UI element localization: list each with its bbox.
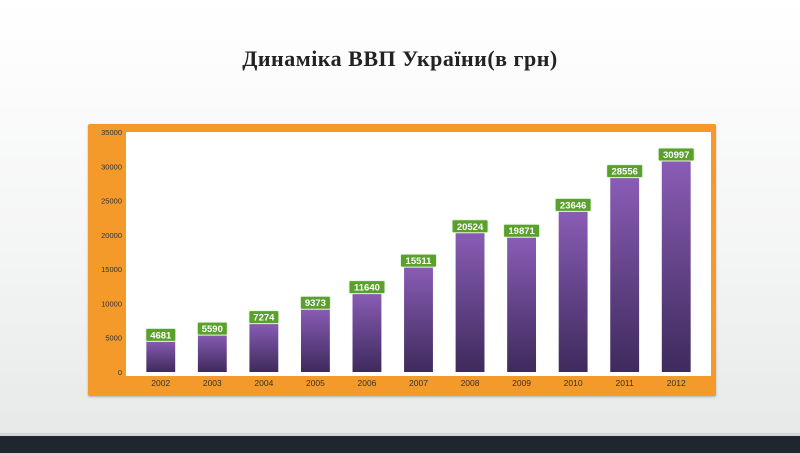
x-tick-label: 2008 bbox=[461, 378, 480, 388]
chart-frame: 0 5000 10000 15000 20000 25000 30000 35000 4681… bbox=[88, 124, 716, 396]
x-tick-label: 2010 bbox=[564, 378, 583, 388]
bar bbox=[146, 339, 176, 372]
bar bbox=[455, 231, 485, 372]
x-tick-label: 2003 bbox=[203, 378, 222, 388]
data-label-badge bbox=[145, 327, 177, 342]
bar bbox=[661, 159, 691, 372]
bar bbox=[197, 333, 227, 372]
data-label-badge bbox=[606, 164, 644, 179]
x-tick-label: 2012 bbox=[667, 378, 686, 388]
bar bbox=[404, 265, 433, 372]
data-label-badge bbox=[299, 295, 331, 310]
bar bbox=[507, 235, 537, 372]
data-label: 23646 bbox=[560, 200, 586, 211]
y-tick-label: 35000 bbox=[101, 128, 122, 137]
bar bbox=[610, 176, 640, 372]
bar bbox=[558, 209, 588, 372]
gdp-bar-chart: 0 5000 10000 15000 20000 25000 30000 35000 4681… bbox=[101, 128, 711, 388]
data-label: 15511 bbox=[406, 256, 433, 267]
bar bbox=[249, 322, 279, 372]
data-label-badge bbox=[503, 223, 541, 238]
y-tick-label: 0 bbox=[118, 368, 122, 377]
data-label: 4681 bbox=[150, 330, 172, 341]
y-tick-label: 5000 bbox=[105, 334, 122, 343]
data-label: 28556 bbox=[611, 167, 637, 178]
x-tick-label: 2006 bbox=[357, 378, 376, 388]
data-label-badge bbox=[348, 280, 386, 295]
data-label: 9373 bbox=[305, 298, 326, 309]
data-label: 5590 bbox=[202, 324, 223, 335]
bar bbox=[352, 292, 382, 372]
data-label-badge bbox=[657, 147, 695, 162]
data-label-badge bbox=[196, 321, 228, 336]
data-label: 7274 bbox=[253, 313, 275, 324]
y-tick-label: 10000 bbox=[101, 299, 122, 308]
data-label-badge bbox=[248, 310, 280, 325]
data-label: 11640 bbox=[354, 283, 380, 294]
data-label: 19871 bbox=[508, 226, 535, 237]
data-label-badge bbox=[554, 197, 592, 212]
data-label-badge bbox=[400, 253, 437, 268]
y-tick-label: 20000 bbox=[101, 231, 122, 240]
y-tick-label: 30000 bbox=[101, 162, 122, 171]
slide-title: Динаміка ВВП України(в грн) bbox=[242, 46, 558, 71]
data-label: 20524 bbox=[457, 222, 484, 233]
y-tick-label: 25000 bbox=[101, 197, 122, 206]
x-tick-label: 2011 bbox=[616, 378, 635, 388]
data-label-badge bbox=[451, 219, 489, 234]
bar bbox=[300, 307, 330, 372]
footer-bar bbox=[0, 433, 800, 453]
x-tick-label: 2007 bbox=[409, 378, 428, 388]
x-tick-label: 2009 bbox=[512, 378, 531, 388]
x-tick-label: 2004 bbox=[254, 378, 273, 388]
data-label: 30997 bbox=[663, 150, 689, 161]
y-tick-label: 15000 bbox=[101, 265, 122, 274]
x-tick-label: 2002 bbox=[151, 378, 170, 388]
x-tick-label: 2005 bbox=[306, 378, 325, 388]
